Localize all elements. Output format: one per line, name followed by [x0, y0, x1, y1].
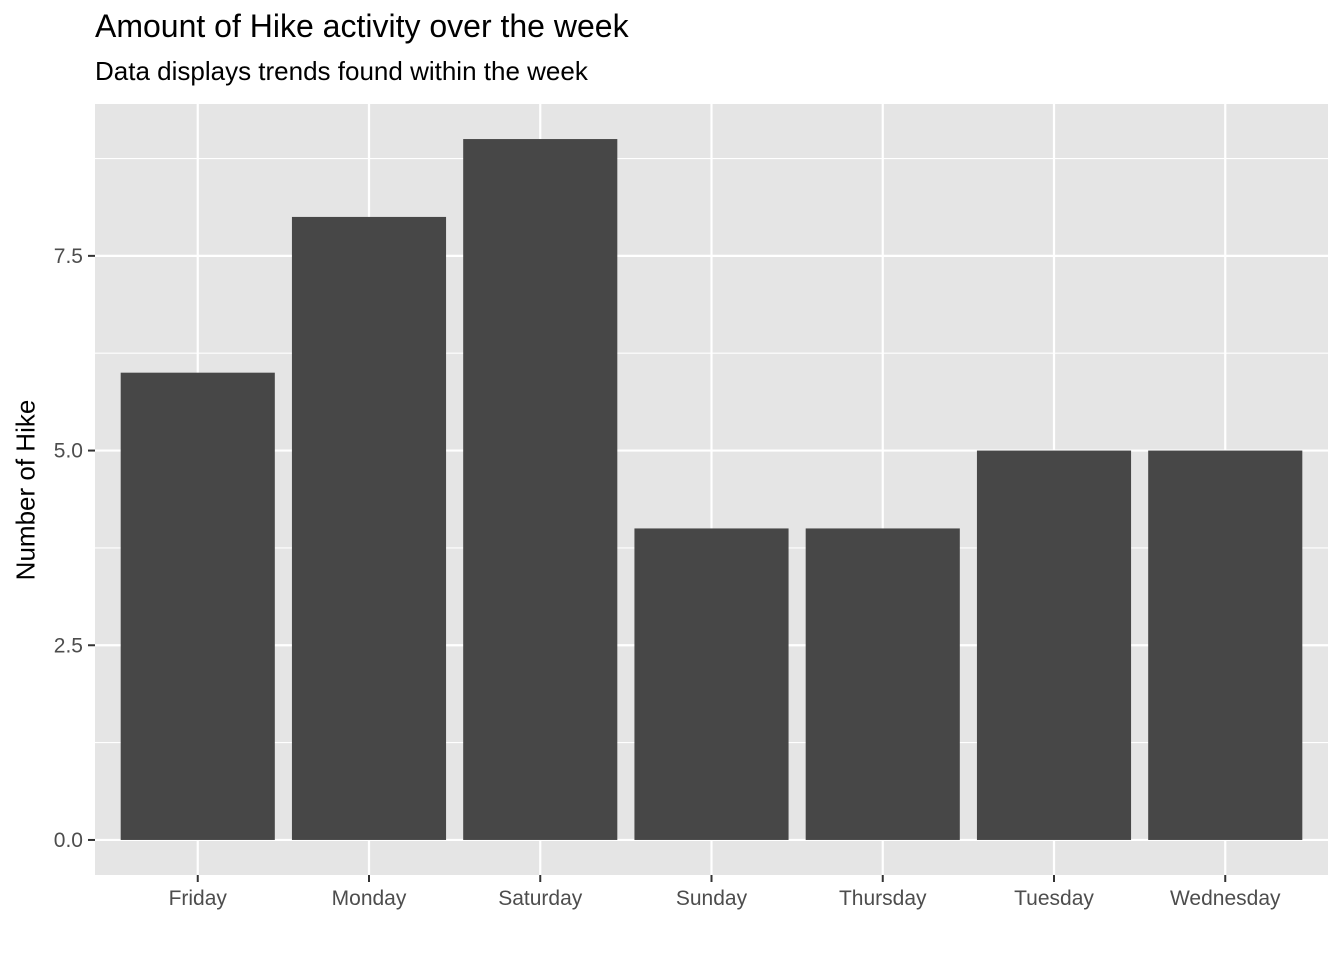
bars	[120, 139, 1303, 840]
x-tick-label-monday: Monday	[332, 887, 407, 910]
x-tick-label-thursday: Thursday	[839, 887, 927, 910]
y-axis: 0.0 2.5 5.0 7.5	[54, 245, 95, 852]
x-tick-label-friday: Friday	[169, 887, 228, 910]
y-tick-label-1: 2.5	[54, 634, 83, 657]
y-tick-label-0: 0.0	[54, 829, 83, 852]
bar-monday	[291, 216, 447, 840]
bar-saturday	[463, 139, 618, 840]
x-tick-label-wednesday: Wednesday	[1170, 887, 1281, 910]
chart-title: Amount of Hike activity over the week	[95, 8, 629, 44]
x-axis: Friday Monday Saturday Sunday Thursday Tuesda…	[169, 875, 1281, 910]
bar-sunday	[634, 528, 789, 840]
x-tick-label-tuesday: Tuesday	[1014, 887, 1094, 910]
bar-tuesday	[976, 450, 1132, 840]
y-tick-label-3: 7.5	[54, 245, 83, 268]
chart-subtitle: Data displays trends found within the we…	[95, 56, 588, 86]
x-tick-label-saturday: Saturday	[498, 887, 583, 910]
bar-thursday	[805, 528, 960, 840]
x-tick-label-sunday: Sunday	[676, 887, 748, 910]
bar-wednesday	[1148, 450, 1303, 840]
y-tick-label-2: 5.0	[54, 440, 83, 463]
bar-friday	[120, 372, 275, 840]
